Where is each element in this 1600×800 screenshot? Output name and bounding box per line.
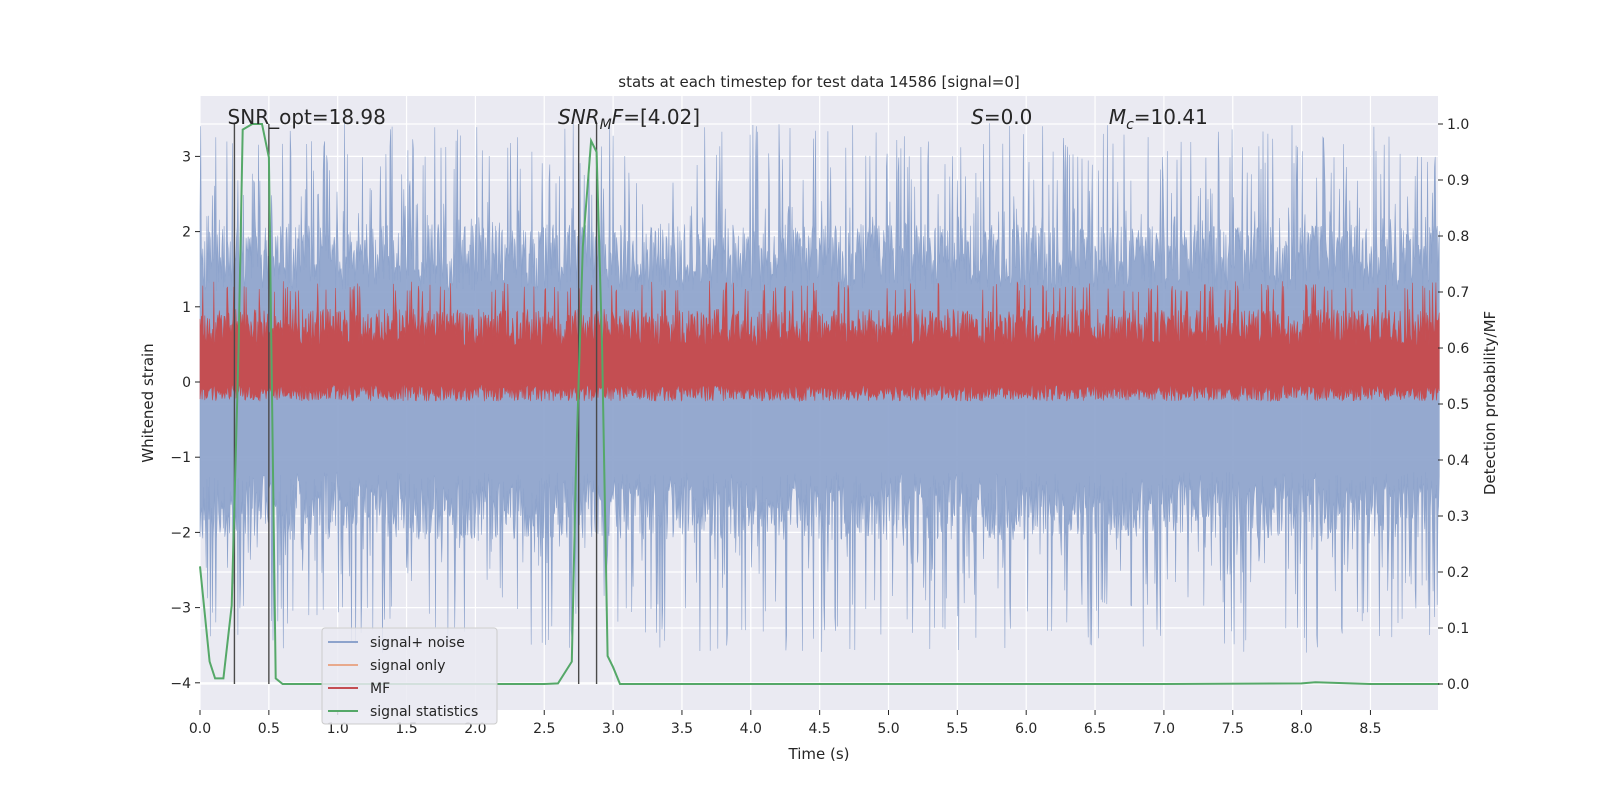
- x-tick-label: 6.5: [1084, 721, 1106, 737]
- series-signal-statistics: [199, 123, 1440, 685]
- x-tick-label: 3.0: [602, 721, 624, 737]
- y2-tick-label: 0.8: [1447, 229, 1469, 245]
- x-tick-label: 7.5: [1222, 721, 1244, 737]
- legend-label: signal only: [370, 658, 445, 674]
- y2-tick-label: 0.6: [1447, 341, 1469, 357]
- x-tick-label: 1.5: [395, 721, 417, 737]
- annotation: SNR_opt=18.98: [228, 105, 386, 129]
- x-tick-label: 8.5: [1359, 721, 1381, 737]
- y2-tick-label: 0.4: [1447, 453, 1469, 469]
- x-tick-label: 7.0: [1153, 721, 1175, 737]
- plot-area: [199, 123, 1440, 685]
- annotation: S=0.0: [971, 105, 1032, 129]
- y2-tick-label: 0.2: [1447, 565, 1469, 581]
- x-tick-label: 5.0: [877, 721, 899, 737]
- legend-label: MF: [370, 681, 390, 697]
- annotations: SNR_opt=18.98 SNRMF=[4.02] S=0.0 Mc=10.41: [228, 105, 1208, 133]
- legend-box: [321, 627, 498, 725]
- axes: 0.0 0.5 1.0 1.5 2.0 2.5 3.0 3.5 4.0 4.5 5.0 5.5 6.0 6…: [170, 117, 1469, 737]
- x-tick-label: 8.0: [1290, 721, 1312, 737]
- y2-tick-label: 0.7: [1447, 285, 1469, 301]
- x-tick-label: 6.0: [1015, 721, 1037, 737]
- x-axis-label: Time (s): [788, 745, 850, 763]
- y2-tick-label: 0.1: [1447, 621, 1469, 637]
- x-tick-label: 4.5: [809, 721, 831, 737]
- x-tick-label: 0.0: [189, 721, 211, 737]
- legend-label: signal+ noise: [370, 635, 465, 651]
- y2-tick-label: 0.0: [1447, 677, 1469, 693]
- series-mf: [199, 280, 1440, 403]
- y2-axis-label: Detection probability/MF: [1481, 311, 1499, 495]
- x-tick-label: 3.5: [671, 721, 693, 737]
- chart-title: stats at each timestep for test data 145…: [618, 73, 1019, 91]
- x-tick-label: 4.0: [740, 721, 762, 737]
- y-tick-label: −1: [170, 450, 191, 466]
- legend: signal+ noise signal only MF signal statist…: [321, 627, 498, 725]
- x-tick-label: 2.5: [533, 721, 555, 737]
- x-tick-label: 1.0: [327, 721, 349, 737]
- y2-tick-label: 0.5: [1447, 397, 1469, 413]
- y-tick-label: 1: [182, 300, 191, 316]
- annotation: SNRMF=[4.02]: [558, 105, 700, 133]
- x-tick-label: 5.5: [946, 721, 968, 737]
- x-tick-label: 2.0: [464, 721, 486, 737]
- y-tick-label: 2: [182, 225, 191, 241]
- y2-tick-label: 0.3: [1447, 509, 1469, 525]
- y2-tick-label: 1.0: [1447, 117, 1469, 133]
- legend-label: signal statistics: [370, 704, 478, 720]
- x-tick-label: 0.5: [258, 721, 280, 737]
- y-tick-label: 0: [182, 375, 191, 391]
- y-tick-label: −4: [170, 676, 191, 692]
- y-tick-label: −3: [170, 601, 191, 617]
- annotation: Mc=10.41: [1109, 105, 1208, 133]
- y-tick-label: −2: [170, 525, 191, 541]
- y-axis-label: Whitened strain: [139, 343, 157, 462]
- y2-tick-label: 0.9: [1447, 173, 1469, 189]
- y-tick-label: 3: [182, 149, 191, 165]
